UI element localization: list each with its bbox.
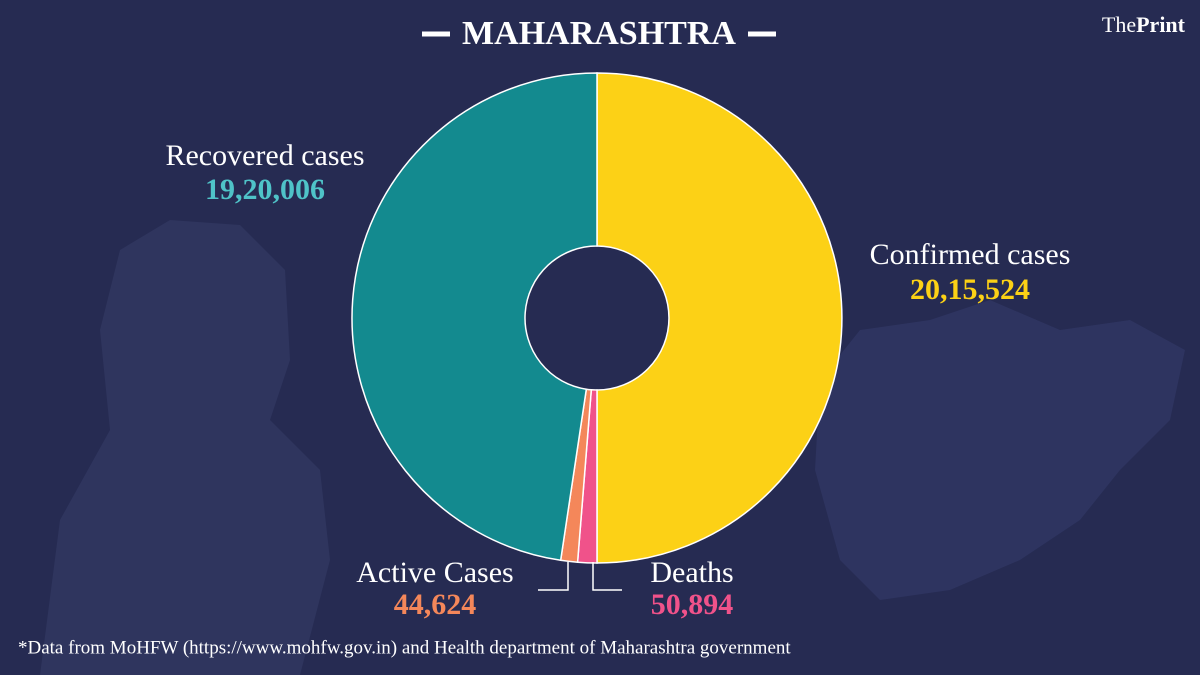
leader-line — [538, 562, 569, 591]
brand-prefix: The — [1102, 12, 1136, 37]
category-label: Deaths — [650, 556, 733, 589]
category-label: Active Cases — [356, 556, 513, 589]
chart-title: MAHARASHTRA — [462, 15, 736, 52]
donut — [351, 72, 843, 564]
value-label: 20,15,524 — [910, 273, 1030, 306]
value-label: 19,20,006 — [205, 173, 325, 206]
photo-silhouette — [40, 220, 330, 675]
map-silhouette — [815, 300, 1185, 600]
donut-segment — [351, 72, 598, 562]
value-label: 50,894 — [651, 588, 734, 621]
category-label: Confirmed cases — [870, 238, 1071, 271]
leader-line — [592, 562, 622, 591]
category-label: Recovered cases — [165, 139, 364, 172]
brand-name: Print — [1136, 12, 1186, 37]
footnote: *Data from MoHFW (https://www.mohfw.gov.… — [18, 637, 791, 658]
brand-logo: ThePrint — [1102, 12, 1186, 37]
donut-segment — [596, 72, 843, 564]
value-label: 44,624 — [394, 588, 477, 621]
